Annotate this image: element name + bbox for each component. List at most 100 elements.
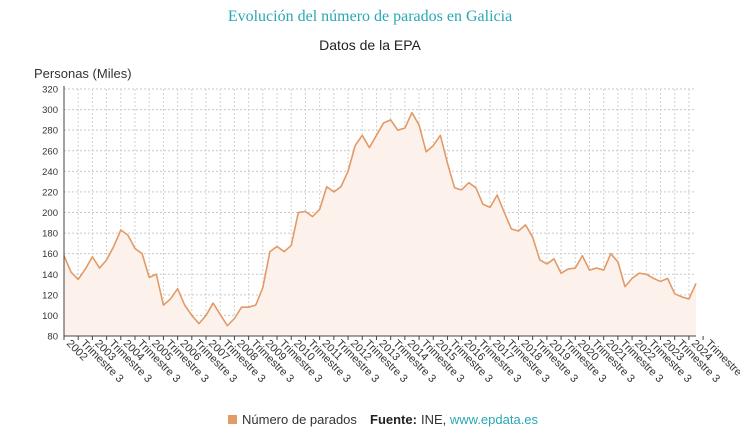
- data-point[interactable]: [69, 270, 74, 275]
- data-point[interactable]: [353, 143, 358, 148]
- data-point[interactable]: [182, 303, 187, 308]
- data-point[interactable]: [608, 251, 613, 256]
- data-point[interactable]: [289, 243, 294, 248]
- data-point[interactable]: [409, 110, 414, 115]
- data-point[interactable]: [523, 222, 528, 227]
- data-point[interactable]: [566, 267, 571, 272]
- data-point[interactable]: [658, 279, 663, 284]
- data-point[interactable]: [452, 185, 457, 190]
- data-point[interactable]: [97, 266, 102, 271]
- data-point[interactable]: [417, 123, 422, 128]
- data-point[interactable]: [338, 184, 343, 189]
- source-link[interactable]: www.epdata.es: [449, 412, 539, 427]
- y-tick-label: 80: [47, 332, 58, 343]
- data-point[interactable]: [537, 257, 542, 262]
- data-point[interactable]: [587, 268, 592, 273]
- legend[interactable]: Número de parados: [228, 412, 357, 427]
- data-point[interactable]: [679, 294, 684, 299]
- data-point[interactable]: [218, 312, 223, 317]
- data-point[interactable]: [495, 193, 500, 198]
- data-point[interactable]: [466, 180, 471, 185]
- data-point[interactable]: [76, 277, 81, 282]
- data-point[interactable]: [239, 305, 244, 310]
- data-point[interactable]: [665, 276, 670, 281]
- data-point[interactable]: [282, 249, 287, 254]
- data-point[interactable]: [175, 286, 180, 291]
- data-point[interactable]: [622, 284, 627, 289]
- data-point[interactable]: [374, 133, 379, 138]
- data-point[interactable]: [502, 210, 507, 215]
- data-point[interactable]: [104, 257, 109, 262]
- data-point[interactable]: [211, 301, 216, 306]
- data-point[interactable]: [303, 209, 308, 214]
- data-point[interactable]: [473, 185, 478, 190]
- data-point[interactable]: [161, 303, 166, 308]
- data-point[interactable]: [480, 202, 485, 207]
- data-point[interactable]: [246, 305, 251, 310]
- data-point[interactable]: [651, 276, 656, 281]
- data-point[interactable]: [111, 244, 116, 249]
- data-point[interactable]: [140, 251, 145, 256]
- data-point[interactable]: [686, 296, 691, 301]
- data-point[interactable]: [672, 291, 677, 296]
- chart-subtitle: Datos de la EPA: [319, 37, 421, 53]
- y-tick-label: 120: [42, 290, 58, 301]
- data-point[interactable]: [83, 267, 88, 272]
- data-point[interactable]: [694, 281, 699, 286]
- data-point[interactable]: [367, 145, 372, 150]
- data-point[interactable]: [204, 313, 209, 318]
- y-axis-label: Personas (Miles): [34, 66, 132, 81]
- data-point[interactable]: [637, 271, 642, 276]
- data-point[interactable]: [260, 285, 265, 290]
- data-point[interactable]: [275, 244, 280, 249]
- y-tick-labels: 80 100 120 140 160 180 200 220 240 260 280 300 320: [42, 85, 58, 343]
- data-point[interactable]: [594, 266, 599, 271]
- data-point[interactable]: [544, 261, 549, 266]
- data-point[interactable]: [324, 184, 329, 189]
- data-point[interactable]: [253, 303, 258, 308]
- data-point[interactable]: [296, 210, 301, 215]
- data-point[interactable]: [431, 143, 436, 148]
- y-tick-label: 280: [42, 126, 58, 137]
- data-point[interactable]: [395, 128, 400, 133]
- data-point[interactable]: [225, 323, 230, 328]
- data-point[interactable]: [90, 254, 95, 259]
- data-point[interactable]: [580, 253, 585, 258]
- data-point[interactable]: [601, 268, 606, 273]
- data-point[interactable]: [331, 189, 336, 194]
- data-point[interactable]: [445, 161, 450, 166]
- data-point[interactable]: [154, 272, 159, 277]
- data-point[interactable]: [267, 249, 272, 254]
- data-point[interactable]: [459, 187, 464, 192]
- data-point[interactable]: [551, 256, 556, 261]
- data-point[interactable]: [346, 169, 351, 174]
- data-point[interactable]: [630, 276, 635, 281]
- data-point[interactable]: [360, 133, 365, 138]
- data-point[interactable]: [310, 214, 315, 219]
- data-point[interactable]: [62, 253, 67, 258]
- data-point[interactable]: [125, 233, 130, 238]
- data-point[interactable]: [388, 117, 393, 122]
- data-point[interactable]: [559, 271, 564, 276]
- data-point[interactable]: [509, 226, 514, 231]
- data-point[interactable]: [424, 149, 429, 154]
- data-point[interactable]: [488, 205, 493, 210]
- data-point[interactable]: [644, 272, 649, 277]
- data-point[interactable]: [189, 313, 194, 318]
- data-point[interactable]: [118, 227, 123, 232]
- data-point[interactable]: [168, 296, 173, 301]
- data-point[interactable]: [317, 207, 322, 212]
- data-point[interactable]: [133, 246, 138, 251]
- data-point[interactable]: [232, 316, 237, 321]
- data-point[interactable]: [516, 229, 521, 234]
- data-point[interactable]: [196, 321, 201, 326]
- data-point[interactable]: [147, 275, 152, 280]
- data-point[interactable]: [438, 133, 443, 138]
- y-tick-label: 140: [42, 270, 58, 281]
- data-point[interactable]: [573, 266, 578, 271]
- data-point[interactable]: [615, 259, 620, 264]
- data-point[interactable]: [402, 126, 407, 131]
- data-point[interactable]: [381, 120, 386, 125]
- y-tick-label: 320: [42, 85, 58, 96]
- data-point[interactable]: [530, 235, 535, 240]
